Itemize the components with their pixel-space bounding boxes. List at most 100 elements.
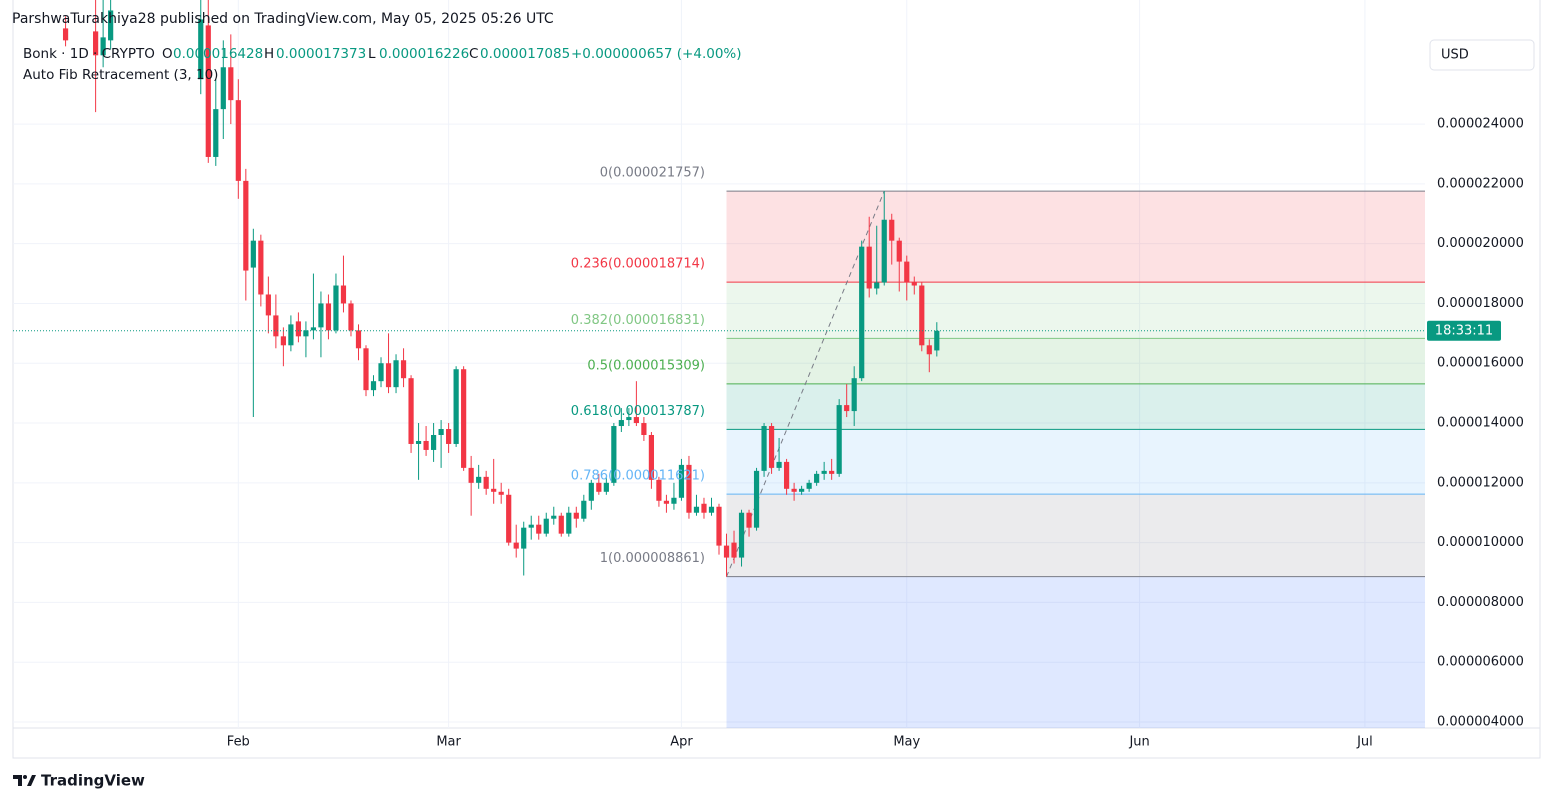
candle-body <box>896 240 902 262</box>
ohlc-label: L <box>368 46 376 62</box>
candle-body <box>648 434 655 480</box>
candle-body <box>506 494 512 543</box>
candle-body <box>100 37 106 56</box>
candle-body <box>438 429 444 435</box>
candle-body <box>325 303 332 331</box>
fib-label: 1(0.000008861) <box>600 551 705 566</box>
candle-body <box>385 363 392 388</box>
candle-body <box>62 28 69 41</box>
fib-label: 0.5(0.000015309) <box>587 358 705 373</box>
candle-body <box>746 512 752 528</box>
candle-body <box>498 491 504 495</box>
candle-body <box>423 440 429 450</box>
candle-body <box>265 294 271 316</box>
candle-body <box>904 261 910 283</box>
candle-body <box>708 506 715 513</box>
candle-body <box>934 330 940 351</box>
candle-body <box>633 417 639 424</box>
ohlc-label: H <box>264 46 274 62</box>
candle-body <box>513 542 519 549</box>
symbol: Bonk · 1D · CRYPTO <box>23 46 155 62</box>
labels: Feb Mar Apr May Jun Jul 0(0.000021757) 0.236(0.… <box>227 166 1373 750</box>
candle-body <box>806 482 812 489</box>
candle-body <box>303 330 309 337</box>
currency: USD <box>1441 48 1469 63</box>
fib-zone <box>726 429 1425 495</box>
fib-label: 0.236(0.000018714) <box>571 257 705 272</box>
candle-body <box>851 378 857 412</box>
fib-zone <box>726 191 1425 283</box>
countdown: 18:33:11 <box>1435 323 1493 338</box>
y-tick-label: 0.000016000 <box>1437 356 1524 371</box>
plot-area <box>13 0 1425 728</box>
candle-body <box>596 482 602 492</box>
candle-body <box>716 506 722 546</box>
candle-body <box>701 503 707 513</box>
candle-body <box>836 405 842 474</box>
fib-trend-line <box>726 190 885 577</box>
candle-body <box>235 100 241 181</box>
x-tick-label: May <box>893 735 920 750</box>
y-tick-label: 0.000024000 <box>1437 117 1524 132</box>
y-tick-label: 0.000006000 <box>1437 655 1524 670</box>
candle-body <box>889 219 895 241</box>
candle-body <box>926 345 932 355</box>
fib-label: 0.786(0.000011621) <box>571 469 705 484</box>
candle-body <box>108 10 114 41</box>
candle-body <box>618 420 624 427</box>
y-tick-label: 0.000010000 <box>1437 535 1524 550</box>
candle-body <box>543 518 549 534</box>
ohlc-value: 0.000017373 <box>276 46 366 62</box>
candle-body <box>874 282 880 289</box>
author-line: ParshwaTurakhiya28 published on TradingV… <box>12 11 554 27</box>
candle-body <box>483 476 489 489</box>
ohlc-label: O <box>162 46 173 62</box>
y-tick-label: 0.000018000 <box>1437 296 1524 311</box>
candle-body <box>348 303 354 331</box>
fib-label: 0(0.000021757) <box>600 166 705 181</box>
candle-body <box>198 19 204 80</box>
candle-body <box>656 479 662 501</box>
candle-body <box>521 527 527 549</box>
candle-body <box>378 363 384 382</box>
x-tick-label: Jun <box>1128 735 1149 750</box>
ohlc-label: C <box>469 46 478 62</box>
candle-body <box>866 246 872 289</box>
candle-body <box>821 470 827 474</box>
candle-body <box>791 488 797 492</box>
candle-body <box>370 381 377 391</box>
x-tick-label: Jul <box>1356 735 1373 750</box>
fib-zone <box>726 494 1425 577</box>
y-tick-label: 0.000020000 <box>1437 236 1524 251</box>
y-tick-label: 0.000022000 <box>1437 176 1524 191</box>
candle-body <box>446 429 452 444</box>
candle-body <box>310 327 317 331</box>
candle-body <box>626 417 632 421</box>
candle-body <box>566 512 572 534</box>
ohlc-value: 0.000016226 <box>379 46 469 62</box>
candle-body <box>641 423 647 435</box>
candle-body <box>93 31 99 56</box>
candle-body <box>678 464 685 498</box>
candle-body <box>430 434 437 450</box>
candle-body <box>783 461 790 489</box>
brand: TradingView <box>41 772 145 790</box>
candle-body <box>400 360 407 379</box>
candle-body <box>551 515 557 519</box>
candle-body <box>731 542 737 558</box>
fib-zone <box>726 576 1425 728</box>
candle-body <box>333 285 339 331</box>
candle-body <box>213 109 219 157</box>
candle-body <box>693 506 700 513</box>
candle-body <box>558 515 564 534</box>
x-tick-label: Feb <box>227 735 250 750</box>
currency-button[interactable] <box>1429 39 1535 71</box>
candle-body <box>528 524 534 528</box>
candle-body <box>295 321 302 337</box>
y-tick-label: 0.000008000 <box>1437 595 1524 610</box>
candle-body <box>273 315 279 337</box>
candle-body <box>393 360 399 388</box>
candle-body <box>318 303 324 328</box>
candle-body <box>491 488 497 492</box>
